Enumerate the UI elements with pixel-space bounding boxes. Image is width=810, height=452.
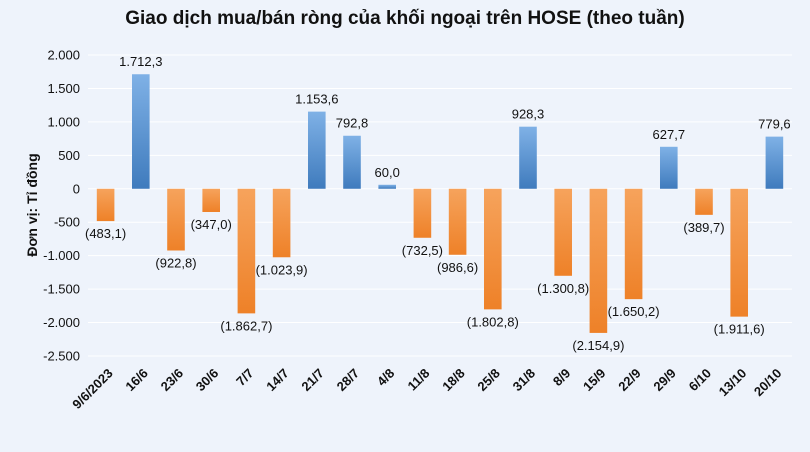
data-label: 1.712,3 xyxy=(119,54,162,69)
x-tick-label: 18/8 xyxy=(439,366,468,395)
y-tick-label: -2.500 xyxy=(43,349,80,364)
bar xyxy=(308,111,326,189)
bar xyxy=(413,188,432,238)
x-tick-label: 30/6 xyxy=(193,366,222,395)
bar xyxy=(554,188,572,276)
y-tick-label: -1.000 xyxy=(43,248,80,263)
bar xyxy=(167,188,185,251)
y-tick-label: 1.000 xyxy=(47,114,80,129)
bar xyxy=(272,188,291,258)
bar xyxy=(132,74,150,189)
x-tick-label: 28/7 xyxy=(334,366,363,395)
data-label: (922,8) xyxy=(155,256,196,271)
bar xyxy=(589,188,608,333)
x-tick-label: 11/8 xyxy=(405,366,433,394)
data-label: (1.023,9) xyxy=(256,262,308,277)
y-tick-label: 1.500 xyxy=(47,81,80,96)
data-label: (1.300,8) xyxy=(537,281,589,296)
bar xyxy=(695,188,713,215)
x-tick-label: 7/7 xyxy=(233,366,256,389)
x-tick-label: 8/9 xyxy=(550,366,573,389)
bar xyxy=(202,188,220,212)
y-tick-label: 500 xyxy=(58,148,80,163)
bar xyxy=(519,126,537,189)
bar xyxy=(343,135,361,189)
chart-title: Giao dịch mua/bán ròng của khối ngoại tr… xyxy=(125,8,685,29)
x-tick-label: 31/8 xyxy=(510,366,539,395)
data-label: (2.154,9) xyxy=(572,338,624,353)
data-label: (1.862,7) xyxy=(220,318,272,333)
x-tick-label: 23/6 xyxy=(158,366,187,395)
data-label: (1.650,2) xyxy=(608,304,660,319)
x-tick-label: 6/10 xyxy=(686,366,715,395)
y-tick-label: -2.000 xyxy=(43,315,80,330)
data-label: 928,3 xyxy=(512,107,545,122)
x-tick-label: 20/10 xyxy=(751,366,785,400)
bar xyxy=(96,188,115,222)
bar xyxy=(237,188,256,314)
x-tick-label: 4/8 xyxy=(374,366,397,389)
data-label: (986,6) xyxy=(437,260,478,275)
x-tick-label: 15/9 xyxy=(580,366,609,395)
bar xyxy=(730,188,748,317)
data-label: (1.802,8) xyxy=(467,314,519,329)
data-label: 779,6 xyxy=(758,117,791,132)
y-tick-label: -500 xyxy=(54,215,80,230)
y-tick-label: -1.500 xyxy=(43,282,80,297)
bar xyxy=(765,136,784,189)
data-label: (1.911,6) xyxy=(714,322,765,337)
data-label: (483,1) xyxy=(85,226,126,241)
x-tick-label: 14/7 xyxy=(263,366,292,395)
x-tick-label: 25/8 xyxy=(474,366,503,395)
x-tick-label: 29/9 xyxy=(650,366,679,395)
data-label: (347,0) xyxy=(191,217,232,232)
x-tick-label: 16/6 xyxy=(122,366,151,395)
data-label: 1.153,6 xyxy=(295,92,338,107)
bar xyxy=(484,188,502,310)
data-label: 627,7 xyxy=(653,127,686,142)
bar xyxy=(378,184,396,189)
bar xyxy=(624,188,643,300)
data-label: (732,5) xyxy=(402,243,443,258)
x-tick-label: 22/9 xyxy=(615,366,644,395)
y-tick-label: 0 xyxy=(73,181,80,196)
data-label: 792,8 xyxy=(336,116,369,131)
x-tick-label: 13/10 xyxy=(716,366,750,400)
data-label: (389,7) xyxy=(683,220,724,235)
y-tick-label: 2.000 xyxy=(47,48,80,63)
x-tick-label: 9/6/2023 xyxy=(69,366,115,412)
bar xyxy=(660,146,678,189)
data-label: 60,0 xyxy=(375,165,400,180)
x-tick-label: 21/7 xyxy=(298,366,327,395)
bar xyxy=(448,188,467,255)
